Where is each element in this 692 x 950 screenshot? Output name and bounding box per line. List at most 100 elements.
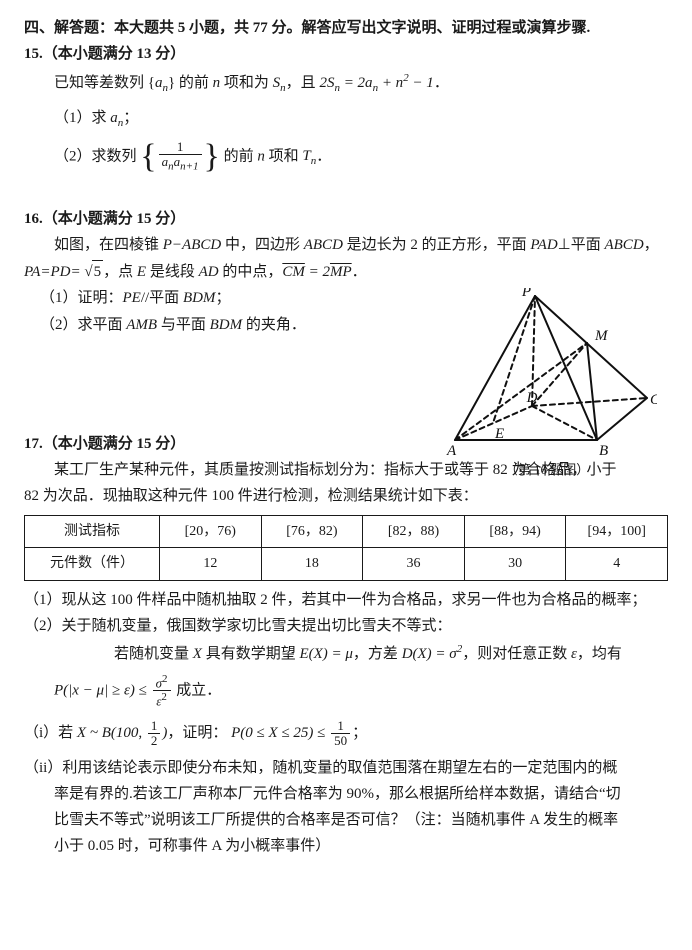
th: [20，76) [160,515,262,548]
sym: AD [199,264,219,280]
p2: （2）求数列 [54,148,140,164]
t: 的中点， [219,264,283,280]
num: 1 [331,719,350,733]
den: ε2 [153,690,171,709]
figure-caption: （第 16 题图） [432,460,662,480]
q17-ii-b: 率是有界的.若该工厂声称本厂元件合格率为 90%，那么根据所给样本数据，请结合“… [24,783,668,806]
den: 50 [331,733,350,748]
lbl-E: E [494,426,504,442]
brace-right-icon: } [204,140,220,174]
th: [76，82) [261,515,363,548]
eq: 2Sn = 2an + n2 − 1 [319,75,433,91]
r2: + n [378,75,403,91]
t: （1）证明： [40,290,123,306]
n: 100 [116,725,139,741]
t: 具有数学期望 [202,646,300,662]
eq: = 2 [305,264,330,280]
sq: 2 [162,673,168,685]
t: ； [352,725,367,741]
sym: P−ABCD [163,237,221,253]
EX: E(X) = μ [299,646,352,662]
num: σ2 [153,673,171,691]
question-17: 17.（本小题满分 15 分） 某工厂生产某种元件，其质量按测试指标划分为：指标… [24,433,668,859]
q16-line1: 如图，在四棱锥 P−ABCD 中，四边形 ABCD 是边长为 2 的正方形，平面… [24,234,668,257]
p1: （1）求 [54,110,110,126]
question-15: 15.（本小题满分 13 分） 已知等差数列 {an} 的前 n 项和为 Sn，… [24,43,668,173]
td: 36 [363,548,465,581]
t: 是线段 [146,264,199,280]
t: 与平面 [157,317,210,333]
sq: 2 [161,691,167,703]
q16-number: 16.（本小题满分 15 分） [24,211,185,227]
t: 如图，在四棱锥 [54,237,163,253]
vec-CM: CM [282,264,305,280]
q16-line2: PA=PD= √5，点 E 是线段 AD 的中点，CM = 2MP． [24,260,668,284]
t: //平面 [141,290,183,306]
sym: PE [123,290,141,306]
q17-ineq: P(|x − μ| ≥ ε) ≤ σ2ε2 成立． [24,673,668,709]
td: 12 [160,548,262,581]
q15-stem: 已知等差数列 {an} 的前 n 项和为 Sn，且 2Sn = 2an + n2… [24,70,668,97]
t: 项和为 [220,75,273,91]
q17-ii-c: 比雪夫不等式”说明该工厂所提供的合格率是否可信？（注：当随机事件 A 发生的概率 [24,809,668,832]
Sn: Sn [273,75,286,91]
fraction: 1anan+1 [159,140,202,173]
lbl-B: B [599,443,608,458]
lbl-C: C [650,392,657,408]
r1: = 2a [340,75,373,91]
td: 30 [464,548,566,581]
t: ⊥平面 [558,237,605,253]
t: ． [434,75,449,91]
table-row: 元件数（件） 12 18 36 30 4 [25,548,668,581]
t: 的前 [220,148,258,164]
t: ，证明： [167,725,227,741]
sym: AMB [126,317,157,333]
t: ，方差 [353,646,402,662]
q17-i: （i）若 X ~ B(100, 12)，证明： P(0 ≤ X ≤ 25) ≤ … [24,719,668,749]
q15-part2: （2）求数列 {1anan+1} 的前 n 项和 Tn． [24,140,668,174]
q17-cheby: 若随机变量 X 具有数学期望 E(X) = μ，方差 D(X) = σ2，则对任… [24,641,668,666]
X: X [193,646,202,662]
dot: ． [316,148,331,164]
q17-p1: （1）现从这 100 件样品中随机抽取 2 件，若其中一件为合格品，求另一件也为… [24,589,668,612]
num: 1 [148,719,161,733]
t: 若随机变量 [114,646,193,662]
lhs: 2S [319,75,334,91]
t: 是边长为 2 的正方形，平面 [343,237,531,253]
sym: ABCD [604,237,643,253]
end: ； [123,110,138,126]
num: 1 [159,140,202,154]
data-table: 测试指标 [20，76) [76，82) [82，88) [88，94) [94… [24,515,668,581]
sym: E [137,264,146,280]
t: 中，四边形 [221,237,304,253]
t: ， [644,237,659,253]
q16-header: 16.（本小题满分 15 分） [24,208,668,231]
q17-l2: 82 为次品．现抽取这种元件 100 件进行检测，检测结果统计如下表： [24,485,668,508]
s: n+1 [180,161,198,173]
n: n [257,148,265,164]
dx: D(X) = σ [402,646,457,662]
a: a [110,110,118,126]
section-title-text: 四、解答题：本大题共 5 小题，共 77 分。解答应写出文字说明、证明过程或演算… [24,20,590,36]
th: [94，100] [566,515,668,548]
q17-number: 17.（本小题满分 15 分） [24,436,185,452]
exam-page: 四、解答题：本大题共 5 小题，共 77 分。解答应写出文字说明、证明过程或演算… [0,0,692,950]
t: ，均有 [577,646,622,662]
q17-ii-a: （ii）利用该结论表示即使分布未知，随机变量的取值范围落在期望左右的一定范围内的… [24,757,668,780]
q17-ii-d: 小于 0.05 时，可称事件 A 为小概率事件） [24,835,668,858]
table-row: 测试指标 [20，76) [76，82) [82，88) [88，94) [94… [25,515,668,548]
sym: PAD [530,237,557,253]
td: 元件数（件） [25,548,160,581]
sym: PA=PD= [24,264,84,280]
comma: , [138,725,146,741]
lbl-M: M [594,328,609,344]
q15-number: 15.（本小题满分 13 分） [24,46,185,62]
lbl-A: A [446,443,457,458]
T: T [302,148,310,164]
lhs: P(|x − μ| ≥ ε) ≤ [54,682,151,698]
t: 项和 [265,148,303,164]
t: ． [352,264,367,280]
sqrt-val: 5 [92,260,104,284]
th: [82，88) [363,515,465,548]
sym: BDM [183,290,216,306]
